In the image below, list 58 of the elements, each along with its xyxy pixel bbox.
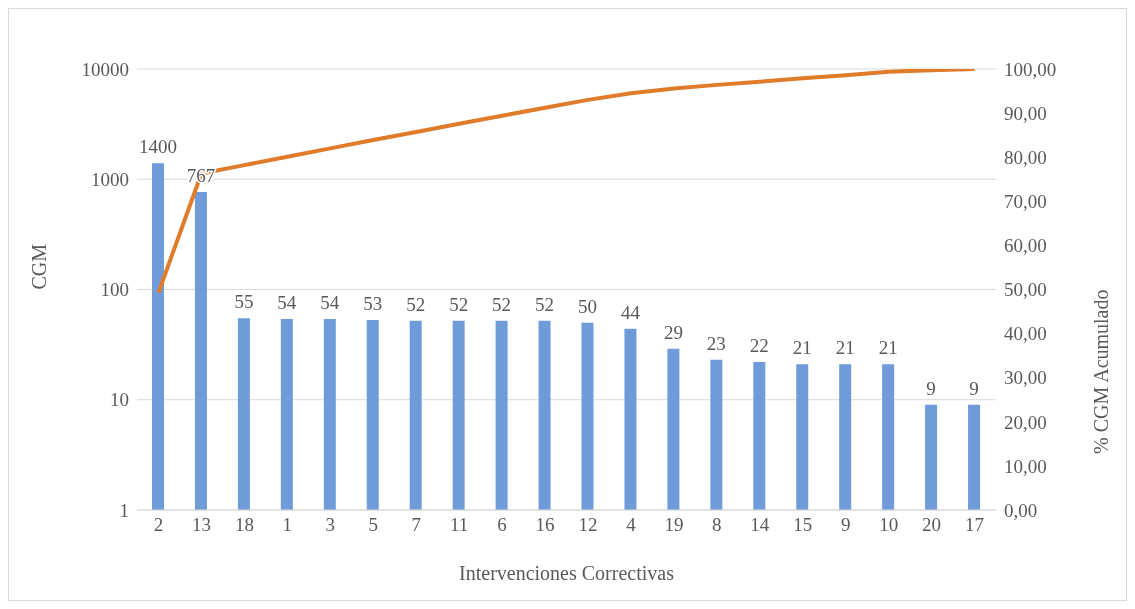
x-tick-label: 8 bbox=[712, 514, 722, 536]
x-tick-label: 19 bbox=[664, 514, 684, 536]
data-label: 21 bbox=[835, 337, 855, 359]
x-tick-label: 14 bbox=[750, 514, 770, 536]
data-label: 9 bbox=[926, 377, 936, 399]
x-tick-label: 1 bbox=[282, 514, 293, 536]
data-label: 23 bbox=[706, 332, 726, 354]
y-tick-label: 1000 bbox=[91, 168, 129, 190]
x-tick-label: 10 bbox=[879, 514, 899, 536]
x-tick-label: 16 bbox=[535, 514, 555, 536]
data-label: 52 bbox=[449, 293, 469, 315]
y2-tick-label: 60,00 bbox=[1004, 235, 1047, 257]
x-tick-label: 9 bbox=[840, 514, 851, 536]
data-label: 21 bbox=[792, 337, 812, 359]
x-tick-label: 15 bbox=[793, 514, 813, 536]
data-label: 52 bbox=[535, 293, 555, 315]
y2-tick-label: 40,00 bbox=[1004, 323, 1047, 345]
y2-tick-label: 80,00 bbox=[1004, 146, 1047, 168]
y2-axis-title: % CGM Acumulado bbox=[1090, 289, 1113, 454]
y2-tick-label: 90,00 bbox=[1004, 102, 1047, 124]
y-tick-label: 10 bbox=[110, 389, 129, 411]
y-axis-title: CGM bbox=[28, 243, 51, 290]
data-label: 29 bbox=[663, 321, 683, 343]
data-label: 52 bbox=[406, 293, 426, 315]
x-axis-title: Intervenciones Correctivas bbox=[459, 562, 675, 584]
y2-tick-label: 50,00 bbox=[1004, 279, 1047, 301]
data-label: 9 bbox=[969, 377, 979, 399]
data-label: 52 bbox=[492, 293, 512, 315]
y2-tick-label: 0,00 bbox=[1004, 499, 1038, 521]
data-label: 55 bbox=[234, 291, 254, 313]
y2-tick-label: 100,00 bbox=[1004, 58, 1057, 80]
x-tick-label: 7 bbox=[411, 514, 421, 536]
x-tick-label: 13 bbox=[191, 514, 211, 536]
x-tick-label: 5 bbox=[368, 514, 378, 536]
data-label: 21 bbox=[878, 337, 898, 359]
y2-tick-label: 10,00 bbox=[1004, 455, 1047, 477]
x-tick-label: 12 bbox=[578, 514, 598, 536]
data-label: 50 bbox=[578, 295, 597, 317]
x-tick-label: 20 bbox=[922, 514, 942, 536]
data-label: 44 bbox=[620, 301, 641, 323]
data-label: 1400 bbox=[139, 136, 177, 158]
y-tick-label: 10000 bbox=[81, 58, 129, 80]
data-label: 54 bbox=[277, 292, 297, 313]
x-tick-label: 2 bbox=[153, 514, 164, 536]
x-tick-label: 6 bbox=[497, 514, 507, 536]
x-tick-label: 18 bbox=[234, 514, 254, 536]
x-tick-label: 17 bbox=[965, 514, 985, 536]
y2-tick-label: 30,00 bbox=[1004, 367, 1047, 389]
data-label: 54 bbox=[320, 292, 340, 313]
data-label: 53 bbox=[363, 292, 383, 314]
y2-tick-label: 20,00 bbox=[1004, 411, 1047, 433]
x-tick-label: 11 bbox=[449, 514, 469, 536]
y-tick-label: 1 bbox=[119, 499, 129, 521]
x-tick-label: 3 bbox=[325, 514, 336, 536]
data-label: 22 bbox=[749, 335, 769, 356]
x-tick-label: 4 bbox=[626, 514, 637, 536]
y-tick-label: 100 bbox=[100, 279, 129, 301]
y2-tick-label: 70,00 bbox=[1004, 191, 1047, 213]
